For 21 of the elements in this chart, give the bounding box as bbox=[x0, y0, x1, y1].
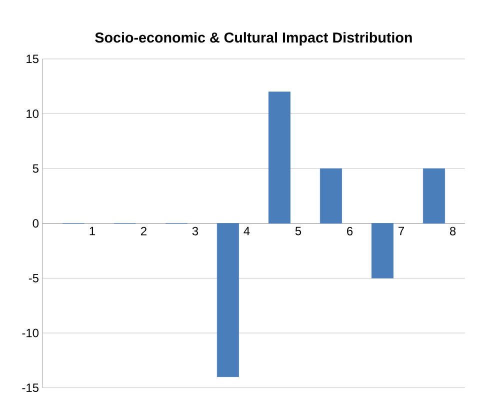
bar bbox=[371, 223, 394, 278]
x-tick-label: 5 bbox=[295, 226, 302, 236]
x-tick-label: 6 bbox=[347, 226, 353, 236]
y-tick-label: 10 bbox=[26, 110, 39, 118]
bar bbox=[216, 223, 239, 378]
y-tick-label: 15 bbox=[26, 54, 38, 64]
x-tick-label: 8 bbox=[450, 226, 456, 236]
y-tick-label: -15 bbox=[22, 384, 38, 392]
y-tick-label: 5 bbox=[32, 164, 38, 173]
x-tick-label: 7 bbox=[398, 226, 404, 236]
x-tick-label: 3 bbox=[192, 226, 198, 236]
y-tick-label: -5 bbox=[28, 274, 38, 282]
x-tick-label: 2 bbox=[141, 226, 146, 236]
bar bbox=[268, 92, 290, 224]
bar bbox=[422, 168, 445, 224]
x-tick-label: 4 bbox=[244, 226, 250, 236]
chart-title: Socio-economic & Cultural Impact Distribution bbox=[95, 32, 412, 46]
x-tick-label: 1 bbox=[90, 226, 95, 236]
bar bbox=[320, 168, 342, 224]
y-tick-label: -10 bbox=[22, 328, 39, 338]
y-tick-label: 0 bbox=[32, 219, 39, 228]
